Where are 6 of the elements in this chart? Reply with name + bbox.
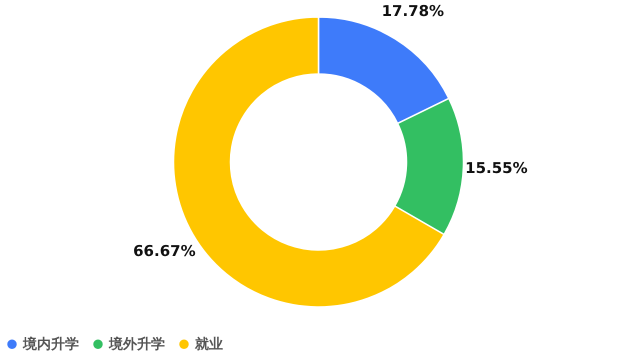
legend-label: 境外升学 (108, 335, 165, 352)
data-label: 17.78% (382, 2, 444, 20)
legend-label: 就业 (194, 336, 223, 352)
legend-label: 境内升学 (22, 335, 79, 352)
data-label: 66.67% (133, 242, 196, 260)
data-label: 15.55% (465, 159, 528, 178)
